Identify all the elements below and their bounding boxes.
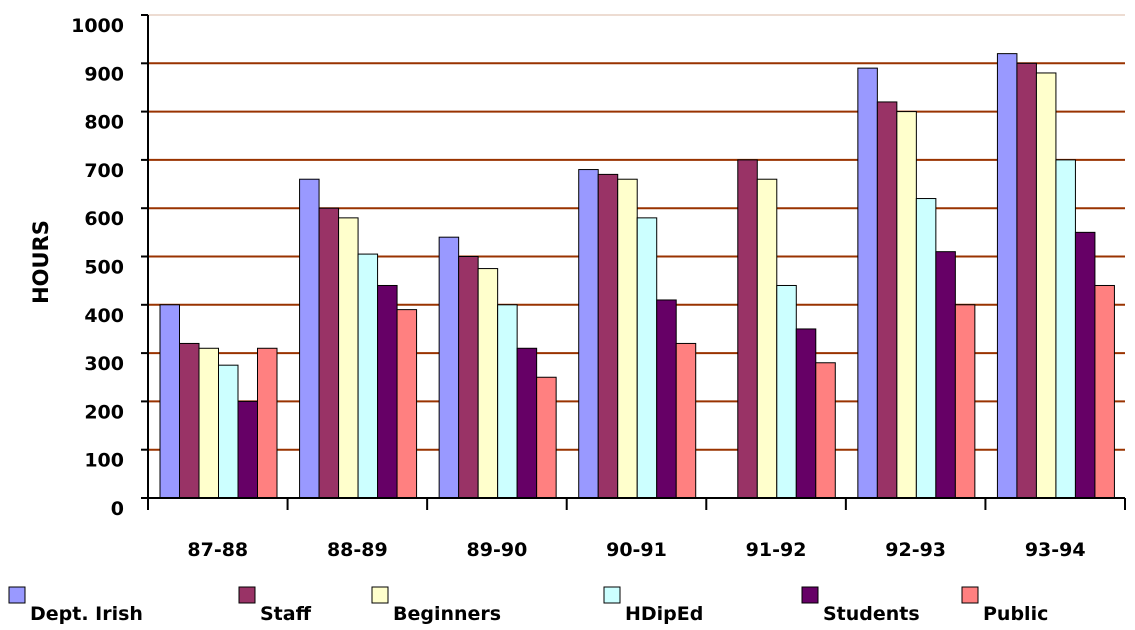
- bar: [458, 256, 479, 499]
- bar: [179, 342, 200, 499]
- bar: [198, 347, 219, 499]
- bar: [935, 251, 956, 499]
- bar: [675, 342, 697, 499]
- y-tick-label: 1000: [71, 15, 124, 37]
- legend-item: Dept. Irish: [8, 586, 143, 625]
- bar: [578, 169, 599, 499]
- bar: [656, 299, 677, 499]
- x-tick-label: 89-90: [467, 539, 528, 561]
- bar-group: [159, 53, 1115, 499]
- bar: [776, 284, 797, 499]
- bar: [597, 173, 619, 499]
- bar: [536, 376, 557, 499]
- y-tick-label: 100: [84, 450, 124, 472]
- bar: [737, 159, 758, 499]
- legend-label: Beginners: [393, 603, 501, 625]
- bar: [299, 178, 320, 499]
- bar: [318, 207, 340, 499]
- bar: [357, 253, 379, 499]
- y-tick-label: 400: [84, 305, 124, 327]
- bar: [1055, 159, 1076, 499]
- legend-swatch: [8, 586, 26, 604]
- bar: [636, 217, 658, 499]
- x-tick-label: 93-94: [1025, 539, 1086, 561]
- legend-item: Staff: [238, 586, 312, 625]
- bar: [396, 309, 418, 499]
- bar: [756, 178, 778, 499]
- axes: [141, 14, 1126, 510]
- bar: [1016, 62, 1037, 499]
- y-tick-label: 600: [84, 208, 124, 230]
- bar: [377, 284, 398, 499]
- bar: [954, 304, 976, 499]
- y-tick-label: 900: [84, 63, 124, 85]
- y-tick-label: 200: [84, 401, 124, 423]
- bar: [815, 362, 836, 499]
- bar: [996, 53, 1018, 499]
- bar: [857, 67, 878, 499]
- y-tick-label: 800: [84, 112, 124, 134]
- legend-swatch: [801, 586, 819, 604]
- legend-item: Beginners: [371, 586, 501, 625]
- y-tick-label: 700: [84, 160, 124, 182]
- legend-item: Students: [801, 586, 920, 625]
- bar: [516, 347, 538, 499]
- x-tick-label: 88-89: [327, 539, 388, 561]
- bar: [438, 236, 460, 499]
- bar: [237, 400, 258, 499]
- legend-item: Public: [961, 586, 1048, 625]
- legend-label: Staff: [260, 603, 312, 625]
- bar: [477, 268, 499, 499]
- legend: Dept. Irish Staff Beginners HDipEd Students P…: [8, 586, 1048, 625]
- bar: [159, 304, 180, 499]
- bar: [876, 101, 898, 499]
- y-tick-label: 0: [111, 498, 124, 520]
- legend-item: HDipEd: [603, 586, 703, 625]
- bar: [896, 111, 917, 499]
- bar: [1074, 231, 1096, 499]
- legend-label: HDipEd: [625, 603, 703, 625]
- bar: [915, 198, 937, 499]
- x-tick-label: 90-91: [606, 539, 667, 561]
- bar: [1035, 72, 1057, 499]
- bar: [617, 178, 638, 499]
- legend-swatch: [371, 586, 389, 604]
- bar: [795, 328, 817, 499]
- x-tick-label: 87-88: [187, 539, 248, 561]
- legend-label: Public: [983, 603, 1048, 625]
- y-tick-labels: 0 100 200 300 400 500 600 700 800 900 1000: [71, 15, 124, 520]
- legend-label: Students: [823, 603, 920, 625]
- bar: [257, 347, 278, 499]
- x-tick-labels: 87-88 88-89 89-90 90-91 91-92 92-93 93-94: [187, 539, 1085, 561]
- legend-swatch: [961, 586, 979, 604]
- bar: [1094, 284, 1115, 499]
- x-tick-label: 92-93: [885, 539, 946, 561]
- bar: [338, 217, 359, 499]
- bar: [497, 304, 518, 499]
- y-axis-label: HOURS: [29, 220, 53, 304]
- legend-swatch: [603, 586, 621, 604]
- legend-label: Dept. Irish: [30, 603, 143, 625]
- legend-swatch: [238, 586, 256, 604]
- y-tick-label: 300: [84, 353, 124, 375]
- x-tick-label: 91-92: [746, 539, 807, 561]
- bar: [218, 364, 239, 499]
- y-tick-label: 500: [84, 257, 124, 279]
